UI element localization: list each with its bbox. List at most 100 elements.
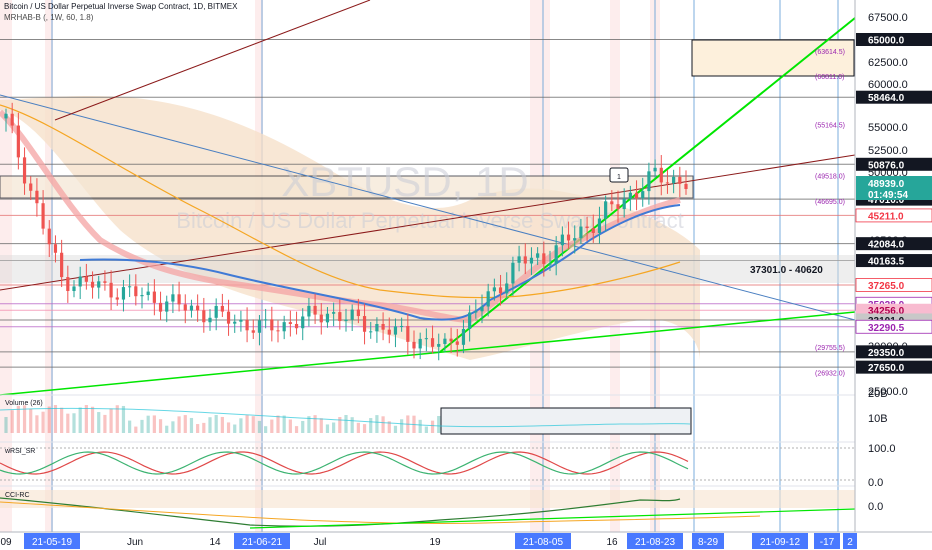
- candle: [270, 306, 274, 342]
- level-tag: 27650.0: [856, 360, 932, 374]
- volume-bar: [233, 424, 237, 433]
- fib-label: (46695.0): [815, 199, 845, 206]
- candle: [233, 314, 237, 333]
- candle: [369, 321, 373, 339]
- candle: [356, 298, 360, 324]
- candle-body: [208, 317, 212, 323]
- time-label-text: 21-08-05: [523, 537, 563, 548]
- candle: [554, 236, 558, 276]
- volume-bar: [84, 405, 88, 433]
- candle-body: [202, 310, 206, 323]
- candle-body: [171, 294, 175, 302]
- candle-body: [498, 287, 503, 294]
- level-tag: 50876.0: [856, 157, 932, 171]
- wrsi-tick-0: 0.0: [868, 477, 883, 489]
- candle: [183, 294, 187, 324]
- candle: [492, 278, 496, 301]
- time-label-text: Jul: [314, 537, 327, 548]
- candle: [566, 221, 571, 250]
- candle: [511, 256, 515, 296]
- candle-body: [214, 305, 218, 318]
- candle-body: [10, 113, 14, 126]
- volume-bar: [146, 415, 150, 433]
- candle: [301, 308, 305, 341]
- level-tags: 65000.0 58464.0 50876.0 47010.0 45211.0 42084…: [855, 33, 932, 374]
- fib-label: (55164.5): [815, 123, 845, 130]
- volume-bar: [78, 407, 82, 433]
- candle: [579, 218, 583, 244]
- level-tag-label: 58464.0: [868, 93, 905, 104]
- volume-bar: [214, 415, 218, 433]
- candle-body: [183, 304, 187, 311]
- candle: [332, 302, 336, 327]
- time-label-text: 16: [606, 537, 618, 548]
- candle-body: [319, 314, 323, 323]
- candle: [665, 169, 670, 194]
- time-label-text: 21-09-12: [760, 537, 800, 548]
- volume-bar: [381, 416, 385, 433]
- candle-body: [529, 257, 534, 264]
- candle: [245, 307, 249, 343]
- candle-body: [597, 218, 602, 233]
- volume-bar: [344, 415, 348, 433]
- time-label: -17: [814, 533, 840, 549]
- candle-body: [103, 281, 107, 283]
- level-tag-label: 47010.0: [868, 195, 905, 206]
- countdown: 01:49:54: [868, 190, 908, 201]
- volume-bar: [72, 413, 76, 433]
- volume-bar: [393, 425, 398, 433]
- candle-body: [282, 322, 286, 332]
- candle-body: [604, 201, 608, 219]
- time-label-text: Jun: [127, 537, 143, 548]
- volume-bar: [362, 424, 367, 433]
- time-label-text: 14: [209, 537, 221, 548]
- volume-bar: [41, 411, 45, 433]
- time-label: 21-08-05: [515, 533, 571, 549]
- candle: [381, 312, 385, 341]
- candle-body: [480, 306, 484, 312]
- candle-body: [97, 281, 101, 288]
- candle: [282, 315, 286, 340]
- time-label: 2: [843, 533, 857, 549]
- volume-bar: [313, 415, 317, 433]
- candle: [461, 319, 466, 354]
- fib-label: (29755.5): [815, 345, 845, 352]
- candle-body: [585, 226, 589, 229]
- candle-body: [270, 319, 274, 331]
- candle: [264, 308, 268, 329]
- candle: [647, 162, 651, 205]
- level-tag: 42084.0: [856, 237, 932, 251]
- candle: [505, 272, 509, 299]
- candle-body: [257, 320, 262, 333]
- fib-label: (49518.0): [815, 173, 845, 180]
- volume-bar: [245, 415, 249, 433]
- candle: [418, 332, 422, 360]
- candle: [560, 226, 564, 257]
- candle: [276, 320, 280, 343]
- candle: [319, 302, 323, 335]
- candle: [84, 263, 88, 290]
- volume-bar: [53, 405, 58, 433]
- candle-body: [387, 329, 391, 335]
- volume-bar: [418, 419, 422, 433]
- time-label: 16: [606, 537, 618, 548]
- candle: [226, 299, 231, 336]
- candle-body: [35, 190, 39, 204]
- candles: [4, 102, 688, 433]
- candle-body: [53, 244, 58, 253]
- level-tag-label: 34256.0: [868, 306, 905, 317]
- candle-body: [264, 319, 268, 321]
- candle: [486, 283, 490, 317]
- candle: [134, 274, 138, 306]
- candle-body: [628, 192, 632, 199]
- volume-bar: [375, 415, 379, 433]
- candle: [338, 299, 342, 330]
- volume-bar: [109, 408, 113, 433]
- volume-bar: [22, 405, 27, 433]
- volume-tick-20b: 20B: [868, 388, 888, 400]
- candle-body: [653, 167, 657, 172]
- candle-body: [245, 319, 249, 331]
- candle-body: [449, 338, 453, 342]
- candle-body: [239, 319, 243, 322]
- level-tag-label: 29350.0: [868, 348, 905, 359]
